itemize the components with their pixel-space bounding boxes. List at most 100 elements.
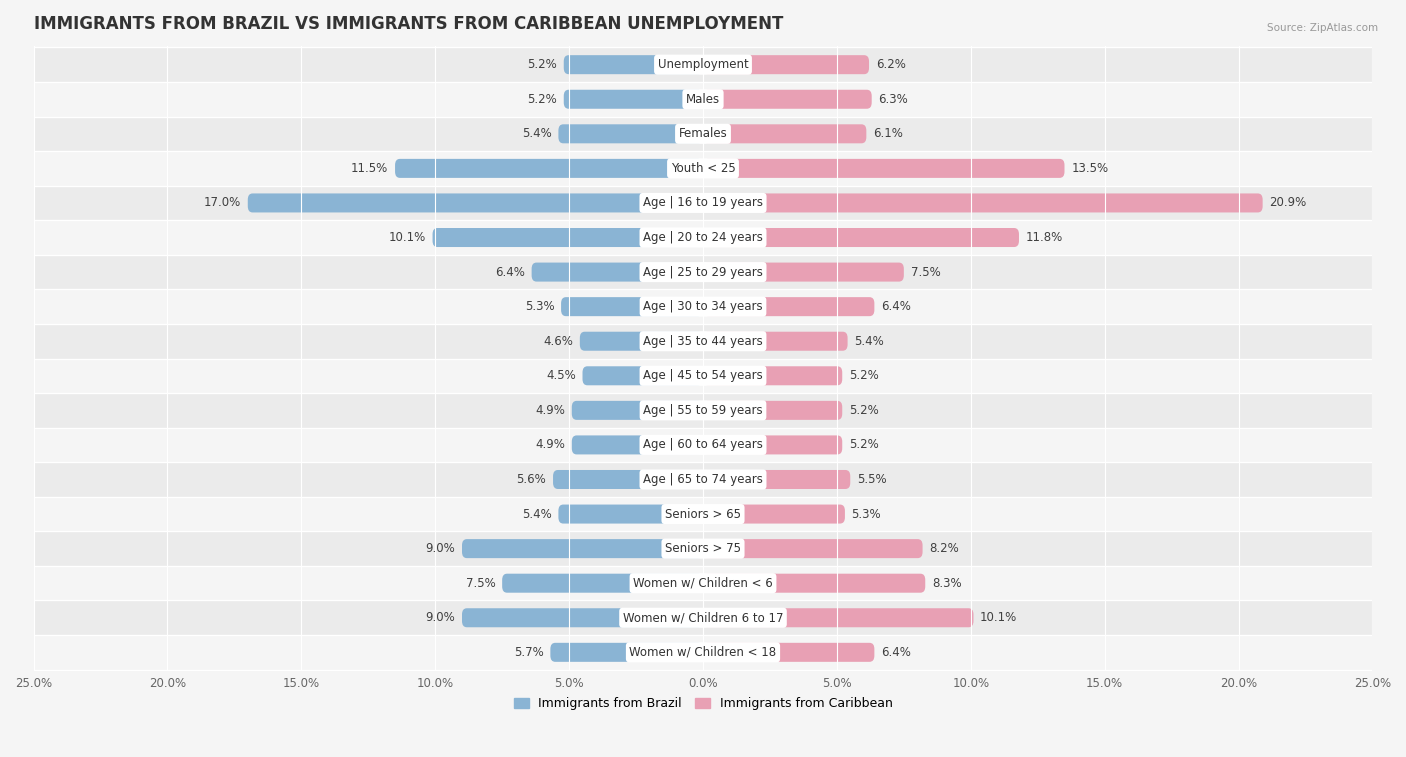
Text: 8.2%: 8.2%	[929, 542, 959, 555]
Text: 5.2%: 5.2%	[849, 369, 879, 382]
Text: 17.0%: 17.0%	[204, 197, 240, 210]
Text: 5.2%: 5.2%	[849, 438, 879, 451]
FancyBboxPatch shape	[703, 228, 1019, 247]
FancyBboxPatch shape	[531, 263, 703, 282]
FancyBboxPatch shape	[395, 159, 703, 178]
Bar	[34, 151, 1372, 185]
Text: 11.8%: 11.8%	[1025, 231, 1063, 244]
Text: 5.2%: 5.2%	[849, 403, 879, 417]
FancyBboxPatch shape	[579, 332, 703, 350]
Text: Unemployment: Unemployment	[658, 58, 748, 71]
FancyBboxPatch shape	[703, 332, 848, 350]
Legend: Immigrants from Brazil, Immigrants from Caribbean: Immigrants from Brazil, Immigrants from …	[509, 692, 897, 715]
Text: 20.9%: 20.9%	[1270, 197, 1306, 210]
Bar	[34, 463, 1372, 497]
FancyBboxPatch shape	[703, 298, 875, 316]
Text: Women w/ Children < 18: Women w/ Children < 18	[630, 646, 776, 659]
Bar	[34, 117, 1372, 151]
FancyBboxPatch shape	[572, 435, 703, 454]
FancyBboxPatch shape	[558, 505, 703, 524]
Bar	[34, 566, 1372, 600]
Text: 4.5%: 4.5%	[546, 369, 576, 382]
Text: 4.9%: 4.9%	[536, 438, 565, 451]
FancyBboxPatch shape	[703, 366, 842, 385]
Bar	[34, 635, 1372, 670]
Bar	[34, 531, 1372, 566]
FancyBboxPatch shape	[703, 55, 869, 74]
Bar	[34, 255, 1372, 289]
Text: Age | 60 to 64 years: Age | 60 to 64 years	[643, 438, 763, 451]
Text: 9.0%: 9.0%	[426, 611, 456, 625]
Text: Age | 55 to 59 years: Age | 55 to 59 years	[643, 403, 763, 417]
Bar	[34, 220, 1372, 255]
Text: 5.4%: 5.4%	[522, 127, 551, 140]
Text: Age | 20 to 24 years: Age | 20 to 24 years	[643, 231, 763, 244]
FancyBboxPatch shape	[564, 90, 703, 109]
Text: 13.5%: 13.5%	[1071, 162, 1108, 175]
Text: IMMIGRANTS FROM BRAZIL VS IMMIGRANTS FROM CARIBBEAN UNEMPLOYMENT: IMMIGRANTS FROM BRAZIL VS IMMIGRANTS FRO…	[34, 15, 783, 33]
Text: Males: Males	[686, 93, 720, 106]
Text: 6.4%: 6.4%	[882, 301, 911, 313]
Text: Youth < 25: Youth < 25	[671, 162, 735, 175]
Text: 5.4%: 5.4%	[522, 507, 551, 521]
Text: 5.3%: 5.3%	[524, 301, 554, 313]
FancyBboxPatch shape	[558, 124, 703, 143]
Bar	[34, 393, 1372, 428]
FancyBboxPatch shape	[703, 609, 973, 628]
Text: 6.4%: 6.4%	[495, 266, 524, 279]
Text: Age | 16 to 19 years: Age | 16 to 19 years	[643, 197, 763, 210]
Text: Age | 65 to 74 years: Age | 65 to 74 years	[643, 473, 763, 486]
Bar	[34, 428, 1372, 463]
FancyBboxPatch shape	[502, 574, 703, 593]
FancyBboxPatch shape	[550, 643, 703, 662]
Text: Source: ZipAtlas.com: Source: ZipAtlas.com	[1267, 23, 1378, 33]
FancyBboxPatch shape	[703, 470, 851, 489]
Bar	[34, 48, 1372, 82]
FancyBboxPatch shape	[561, 298, 703, 316]
FancyBboxPatch shape	[582, 366, 703, 385]
Text: Age | 35 to 44 years: Age | 35 to 44 years	[643, 335, 763, 347]
Bar	[34, 359, 1372, 393]
Text: 10.1%: 10.1%	[980, 611, 1018, 625]
Text: Seniors > 65: Seniors > 65	[665, 507, 741, 521]
Text: 6.2%: 6.2%	[876, 58, 905, 71]
Text: 5.2%: 5.2%	[527, 93, 557, 106]
FancyBboxPatch shape	[703, 194, 1263, 213]
Text: 5.3%: 5.3%	[852, 507, 882, 521]
Bar	[34, 324, 1372, 359]
Text: 6.1%: 6.1%	[873, 127, 903, 140]
Text: 5.4%: 5.4%	[855, 335, 884, 347]
Text: Females: Females	[679, 127, 727, 140]
Text: Age | 30 to 34 years: Age | 30 to 34 years	[643, 301, 763, 313]
Bar	[34, 600, 1372, 635]
FancyBboxPatch shape	[463, 609, 703, 628]
FancyBboxPatch shape	[703, 435, 842, 454]
Text: 5.6%: 5.6%	[516, 473, 547, 486]
FancyBboxPatch shape	[572, 401, 703, 420]
FancyBboxPatch shape	[703, 159, 1064, 178]
FancyBboxPatch shape	[703, 643, 875, 662]
Text: 7.5%: 7.5%	[911, 266, 941, 279]
FancyBboxPatch shape	[703, 539, 922, 558]
Text: Seniors > 75: Seniors > 75	[665, 542, 741, 555]
FancyBboxPatch shape	[703, 90, 872, 109]
FancyBboxPatch shape	[703, 124, 866, 143]
Text: 6.3%: 6.3%	[879, 93, 908, 106]
Bar	[34, 82, 1372, 117]
Text: 5.2%: 5.2%	[527, 58, 557, 71]
Text: 7.5%: 7.5%	[465, 577, 495, 590]
Text: 11.5%: 11.5%	[352, 162, 388, 175]
Text: 6.4%: 6.4%	[882, 646, 911, 659]
Text: Age | 25 to 29 years: Age | 25 to 29 years	[643, 266, 763, 279]
Text: 9.0%: 9.0%	[426, 542, 456, 555]
Text: Women w/ Children 6 to 17: Women w/ Children 6 to 17	[623, 611, 783, 625]
FancyBboxPatch shape	[703, 263, 904, 282]
FancyBboxPatch shape	[463, 539, 703, 558]
Text: 4.9%: 4.9%	[536, 403, 565, 417]
Text: 5.7%: 5.7%	[515, 646, 544, 659]
FancyBboxPatch shape	[433, 228, 703, 247]
Text: Age | 45 to 54 years: Age | 45 to 54 years	[643, 369, 763, 382]
Text: Women w/ Children < 6: Women w/ Children < 6	[633, 577, 773, 590]
Bar	[34, 185, 1372, 220]
Text: 5.5%: 5.5%	[858, 473, 887, 486]
